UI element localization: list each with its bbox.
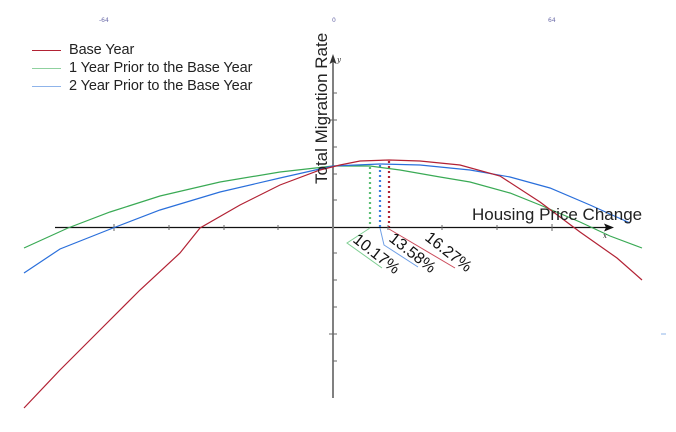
callout-leader-blue [379,227,419,268]
legend-label: 1 Year Prior to the Base Year [69,60,253,76]
x-tick-label-center: 0 [332,17,336,24]
legend-item-2-year-prior: 2 Year Prior to the Base Year [32,77,252,95]
x-axis-variable: x [603,232,607,240]
callout-leaders [346,227,456,269]
y-axis [329,54,337,398]
legend-swatch-blue [32,85,61,87]
callout-leader-red [388,228,456,269]
legend-swatch-green [32,67,61,69]
legend: Base Year 1 Year Prior to the Base Year … [32,41,252,95]
x-axis-title: Housing Price Change [472,205,643,224]
curve-1-year-prior [23,165,643,249]
legend-item-1-year-prior: 1 Year Prior to the Base Year [32,59,252,77]
y-axis-variable: y [337,56,341,64]
curve-base-year [23,159,643,409]
curve-2-year-prior [23,163,631,274]
callout-leader-green [346,227,383,269]
legend-label: 2 Year Prior to the Base Year [69,78,253,94]
legend-item-base-year: Base Year [32,41,252,59]
legend-label: Base Year [69,42,135,58]
y-axis-title: Total Migration Rate [312,32,331,184]
x-tick-label-left: -64 [99,17,109,24]
legend-swatch-red [32,49,61,51]
peak-drop-lines [368,161,391,227]
x-tick-label-right: 64 [548,17,556,24]
